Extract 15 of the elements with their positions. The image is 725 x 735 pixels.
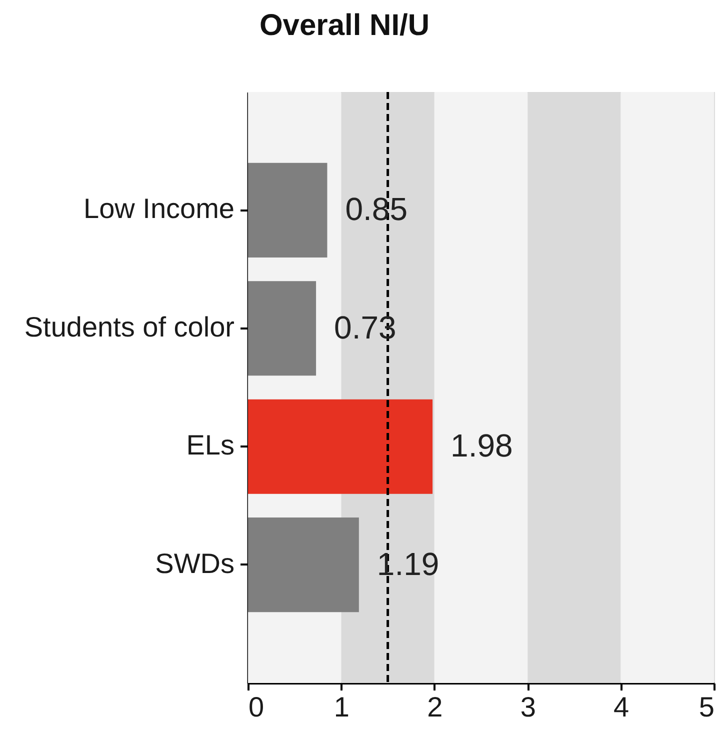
chart-title: Overall NI/U bbox=[259, 8, 430, 42]
x-tick-label: 5 bbox=[698, 692, 714, 722]
x-tick-label: 0 bbox=[248, 692, 264, 722]
x-tick-label: 4 bbox=[614, 692, 630, 722]
y-tick-label: Low Income bbox=[84, 193, 234, 224]
data-label: 1.98 bbox=[450, 428, 513, 464]
data-label: 1.19 bbox=[376, 546, 440, 582]
x-tick-label: 3 bbox=[520, 692, 536, 722]
data-label: 0.85 bbox=[345, 191, 408, 228]
x-tick-label: 2 bbox=[427, 692, 443, 722]
y-tick-label: ELs bbox=[186, 430, 234, 461]
x-tick-label: 1 bbox=[334, 692, 350, 722]
y-tick-label: Students of color bbox=[24, 311, 234, 342]
y-tick-label: SWDs bbox=[155, 548, 234, 579]
data-label: 0.73 bbox=[334, 309, 396, 346]
